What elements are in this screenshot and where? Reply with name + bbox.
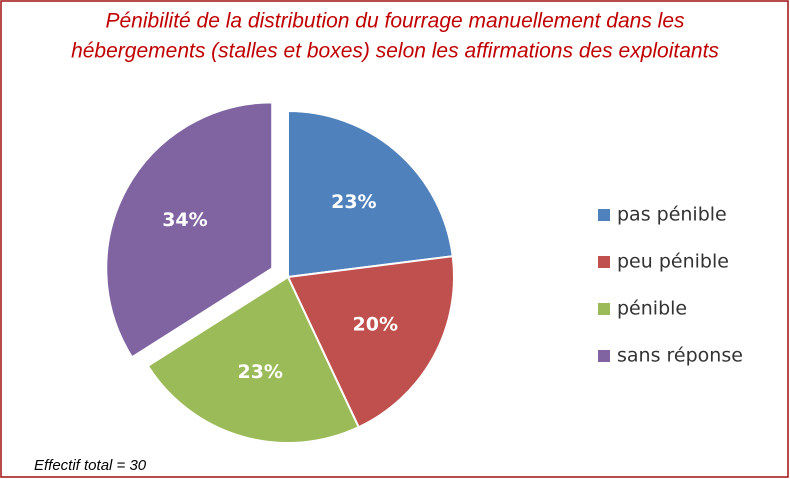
pie-slice — [287, 109, 454, 279]
legend-swatch — [598, 256, 610, 268]
legend-swatch — [598, 209, 610, 221]
legend-swatch — [598, 303, 610, 315]
data-label: 23% — [237, 361, 282, 383]
pie-slice — [146, 275, 361, 444]
data-label: 34% — [162, 209, 207, 231]
data-label: 23% — [331, 191, 376, 213]
pie-slice — [105, 101, 274, 359]
chart-title: Pénibilité de la distribution du fourrag… — [105, 10, 685, 33]
legend-label: sans réponse — [617, 345, 743, 367]
data-label: 20% — [353, 313, 398, 335]
pie-slice — [286, 255, 455, 429]
footnote: Effectif total = 30 — [34, 457, 147, 474]
legend-swatch — [598, 350, 610, 362]
legend-label: pas pénible — [617, 204, 727, 226]
legend-label: pénible — [617, 298, 687, 320]
chart-title: hébergements (stalles et boxes) selon le… — [71, 40, 719, 63]
legend-label: peu pénible — [617, 251, 729, 273]
